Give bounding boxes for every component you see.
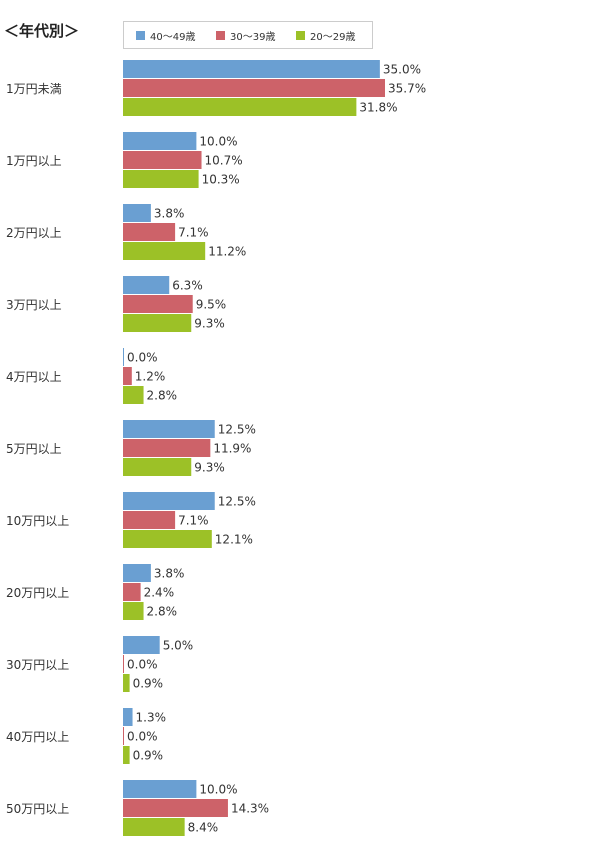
- bar-40～49歳: [123, 564, 151, 582]
- data-label: 0.9%: [133, 677, 164, 691]
- bar-20～29歳: [123, 386, 144, 404]
- legend-item-20s: 20～29歳: [296, 29, 356, 43]
- bar-20～29歳: [123, 530, 212, 548]
- bar-30～39歳: [123, 295, 193, 313]
- bar-20～29歳: [123, 674, 130, 692]
- data-label: 9.5%: [196, 298, 227, 312]
- bar-30～39歳: [123, 583, 141, 601]
- data-label: 10.7%: [205, 154, 243, 168]
- bar-40～49歳: [123, 636, 160, 654]
- bar-40～49歳: [123, 204, 151, 222]
- data-label: 7.1%: [178, 226, 209, 240]
- bar-20～29歳: [123, 602, 144, 620]
- bar-30～39歳: [123, 223, 176, 241]
- legend-item-30s: 30～39歳: [216, 29, 276, 43]
- data-label: 2.4%: [144, 586, 175, 600]
- bar-40～49歳: [123, 708, 133, 726]
- data-label: 0.0%: [127, 351, 158, 365]
- bar-30～39歳: [123, 79, 385, 97]
- data-label: 8.4%: [188, 821, 219, 835]
- bar-40～49歳: [123, 276, 170, 294]
- bar-40～49歳: [123, 492, 215, 510]
- data-label: 0.0%: [127, 730, 158, 744]
- data-label: 0.0%: [127, 658, 158, 672]
- data-label: 1.3%: [136, 711, 167, 725]
- legend-label-30s: 30～39歳: [230, 31, 276, 43]
- data-label: 1.2%: [135, 370, 166, 384]
- category-label: 1万円以上: [6, 154, 62, 168]
- category-label: 30万円以上: [6, 658, 69, 672]
- data-label: 6.3%: [172, 279, 203, 293]
- data-label: 35.0%: [383, 63, 421, 77]
- data-label: 11.9%: [213, 442, 251, 456]
- data-label: 3.8%: [154, 567, 185, 581]
- bar-20～29歳: [123, 818, 185, 836]
- data-label: 5.0%: [163, 639, 194, 653]
- bar-40～49歳: [123, 60, 380, 78]
- chart-title: ＜年代別＞: [4, 22, 80, 40]
- data-label: 10.3%: [202, 173, 240, 187]
- category-label: 10万円以上: [6, 514, 69, 528]
- legend: 40～49歳 30～39歳 20～29歳: [123, 21, 373, 49]
- legend-swatch-40s: [136, 30, 145, 40]
- data-label: 2.8%: [147, 389, 178, 403]
- legend-swatch-30s: [216, 30, 225, 40]
- data-label: 9.3%: [194, 317, 225, 331]
- data-label: 12.5%: [218, 495, 256, 509]
- category-label: 20万円以上: [6, 586, 69, 600]
- data-label: 7.1%: [178, 514, 209, 528]
- data-label: 3.8%: [154, 207, 185, 221]
- bar-20～29歳: [123, 458, 192, 476]
- data-label: 14.3%: [231, 802, 269, 816]
- data-label: 12.5%: [218, 423, 256, 437]
- bar-30～39歳: [123, 151, 202, 169]
- data-label: 2.8%: [147, 605, 178, 619]
- bar-20～29歳: [123, 746, 130, 764]
- legend-label-20s: 20～29歳: [310, 31, 356, 43]
- category-label: 4万円以上: [6, 370, 62, 384]
- bar-40～49歳: [123, 780, 197, 798]
- legend-swatch-20s: [296, 30, 305, 40]
- data-label: 12.1%: [215, 533, 253, 547]
- bar-30～39歳: [123, 367, 132, 385]
- data-label: 9.3%: [194, 461, 225, 475]
- bar-30～39歳: [123, 511, 176, 529]
- bar-20～29歳: [123, 314, 192, 332]
- bar-20～29歳: [123, 170, 199, 188]
- category-label: 50万円以上: [6, 802, 69, 816]
- bar-30～39歳: [123, 439, 211, 457]
- data-label: 31.8%: [359, 101, 397, 115]
- category-label: 3万円以上: [6, 298, 62, 312]
- category-label: 40万円以上: [6, 730, 69, 744]
- data-label: 10.0%: [199, 783, 237, 797]
- data-label: 11.2%: [208, 245, 246, 259]
- data-label: 0.9%: [133, 749, 164, 763]
- bar-40～49歳: [123, 132, 197, 150]
- bar-40～49歳: [123, 348, 124, 366]
- bar-30～39歳: [123, 655, 124, 673]
- bar-30～39歳: [123, 727, 124, 745]
- legend-label-40s: 40～49歳: [150, 31, 196, 43]
- bar-20～29歳: [123, 242, 206, 260]
- category-label: 5万円以上: [6, 442, 62, 456]
- data-label: 35.7%: [388, 82, 426, 96]
- bar-40～49歳: [123, 420, 215, 438]
- bar-20～29歳: [123, 98, 357, 116]
- category-label: 1万円未満: [6, 82, 62, 96]
- data-label: 10.0%: [199, 135, 237, 149]
- bar-30～39歳: [123, 799, 228, 817]
- category-label: 2万円以上: [6, 226, 62, 240]
- legend-item-40s: 40～49歳: [136, 29, 196, 43]
